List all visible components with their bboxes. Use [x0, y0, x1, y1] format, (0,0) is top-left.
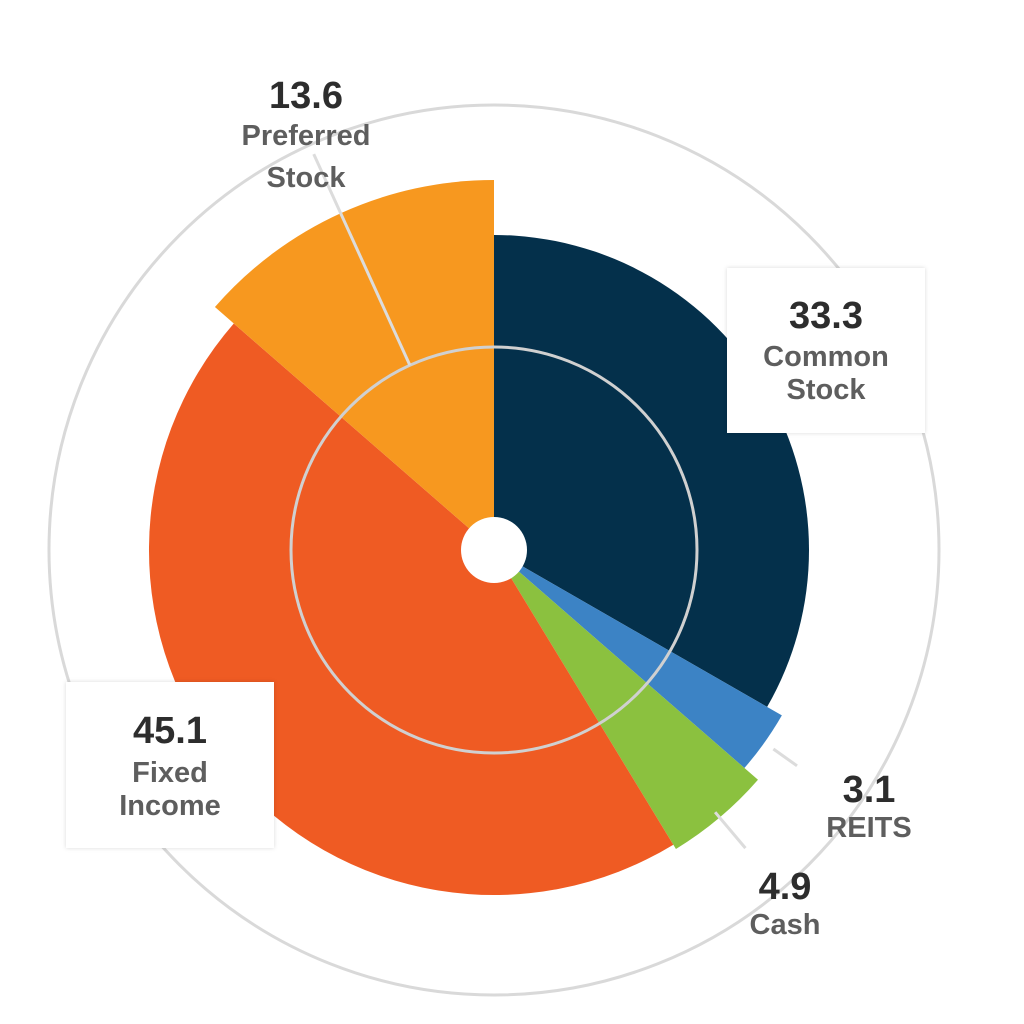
slice-ticks [312, 153, 798, 850]
slice-value-label: 45.1 [133, 710, 207, 752]
tick-line-cash [713, 811, 747, 850]
outer-grid-circle [47, 103, 941, 997]
slice-name-label: Stock [267, 162, 347, 194]
slice-name-label: Preferred [242, 120, 371, 152]
slice-name-label: Cash [750, 909, 821, 941]
tick-line-preferred-stock [312, 153, 412, 366]
slice-name-label: Income [119, 790, 221, 822]
slice-value-label: 3.1 [843, 769, 896, 811]
label-box [727, 268, 925, 433]
label-box [66, 682, 274, 848]
center-hole-circle [461, 517, 527, 583]
slice-preferred-stock [214, 180, 494, 550]
slice-value-label: 4.9 [759, 866, 812, 908]
slice-value-label: 13.6 [269, 75, 343, 117]
slice-value-label: 33.3 [789, 295, 863, 337]
tick-line-reits [772, 747, 798, 768]
slice-labels: 33.3CommonStock3.1REITS4.9Cash45.1FixedI… [66, 75, 925, 941]
center-hole [461, 517, 527, 583]
slice-cash [494, 550, 758, 849]
slice-name-label: Stock [787, 374, 867, 406]
slice-fixed-income [148, 323, 674, 896]
slice-name-label: Common [763, 341, 889, 373]
inner-grid-ring [289, 345, 699, 755]
slice-reits [494, 550, 782, 768]
slice-name-label: REITS [826, 812, 911, 844]
inner-grid-circle [289, 345, 699, 755]
slice-name-label: Fixed [132, 757, 208, 789]
outer-grid-ring [47, 103, 941, 997]
